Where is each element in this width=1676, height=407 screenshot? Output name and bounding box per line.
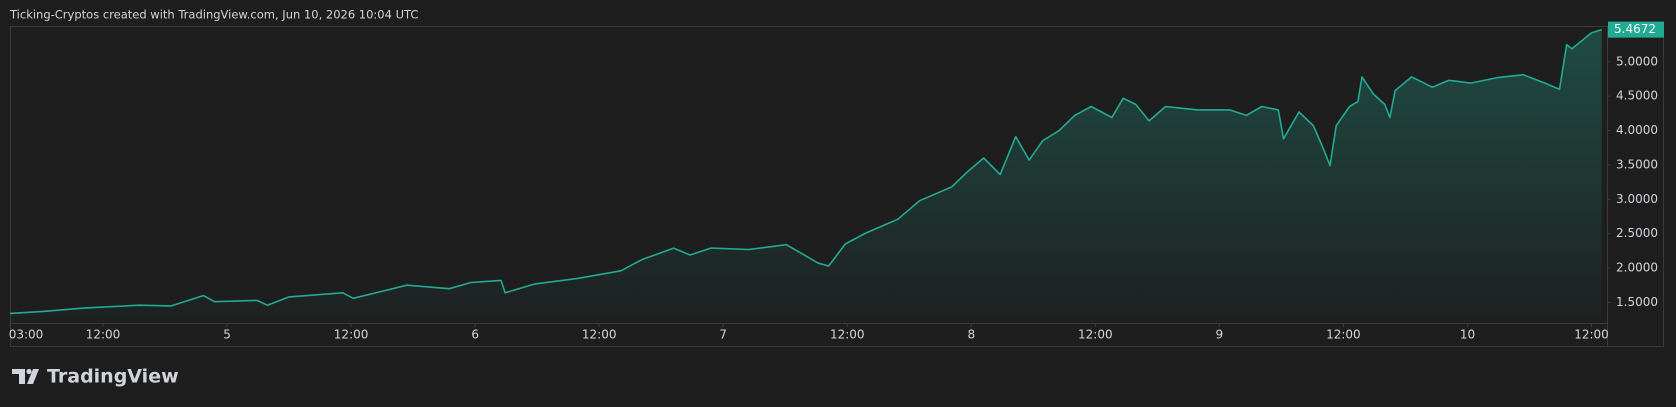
last-price-label: 5.4672 [1614,22,1656,36]
y-tick-label: 1.5000 [1616,295,1658,309]
x-tick-label: 6 [471,328,479,342]
price-area [10,29,1602,321]
y-tick-label: 5.0000 [1616,54,1658,68]
x-tick-label: 12:00 [86,328,121,342]
brand-logo [12,368,39,384]
header-title: Ticking-Cryptos created with TradingView… [9,8,418,22]
x-tick-label: 12:00 [830,328,865,342]
y-tick-label: 3.5000 [1616,157,1658,171]
x-tick-label: 12:00 [334,328,369,342]
chart-frame [10,26,1664,347]
brand-name: TradingView [47,366,179,388]
y-tick-label: 3.0000 [1616,192,1658,206]
x-tick-label: 10 [1460,328,1475,342]
price-line [9,28,1603,315]
last-price-tag [1608,21,1664,38]
x-tick-label: 12:00 [1078,328,1113,342]
y-tick-label: 4.5000 [1616,89,1658,103]
x-tick-label: 12:00 [1574,328,1609,342]
x-tick-label: 12:00 [582,328,617,342]
x-tick-label: 12:00 [1326,328,1361,342]
x-tick-label: 8 [967,328,975,342]
y-tick-label: 2.5000 [1616,226,1658,240]
x-tick-label: 7 [719,328,727,342]
x-tick-label: 5 [223,328,231,342]
y-tick-label: 2.0000 [1616,261,1658,275]
y-tick-label: 4.0000 [1616,123,1658,137]
plot: 1.5000 2.0000 2.5000 3.0000 3.5000 4.0000 4.50… [9,21,1664,342]
x-tick-label: 9 [1216,328,1224,342]
x-tick-label: 03:00 [9,328,44,342]
